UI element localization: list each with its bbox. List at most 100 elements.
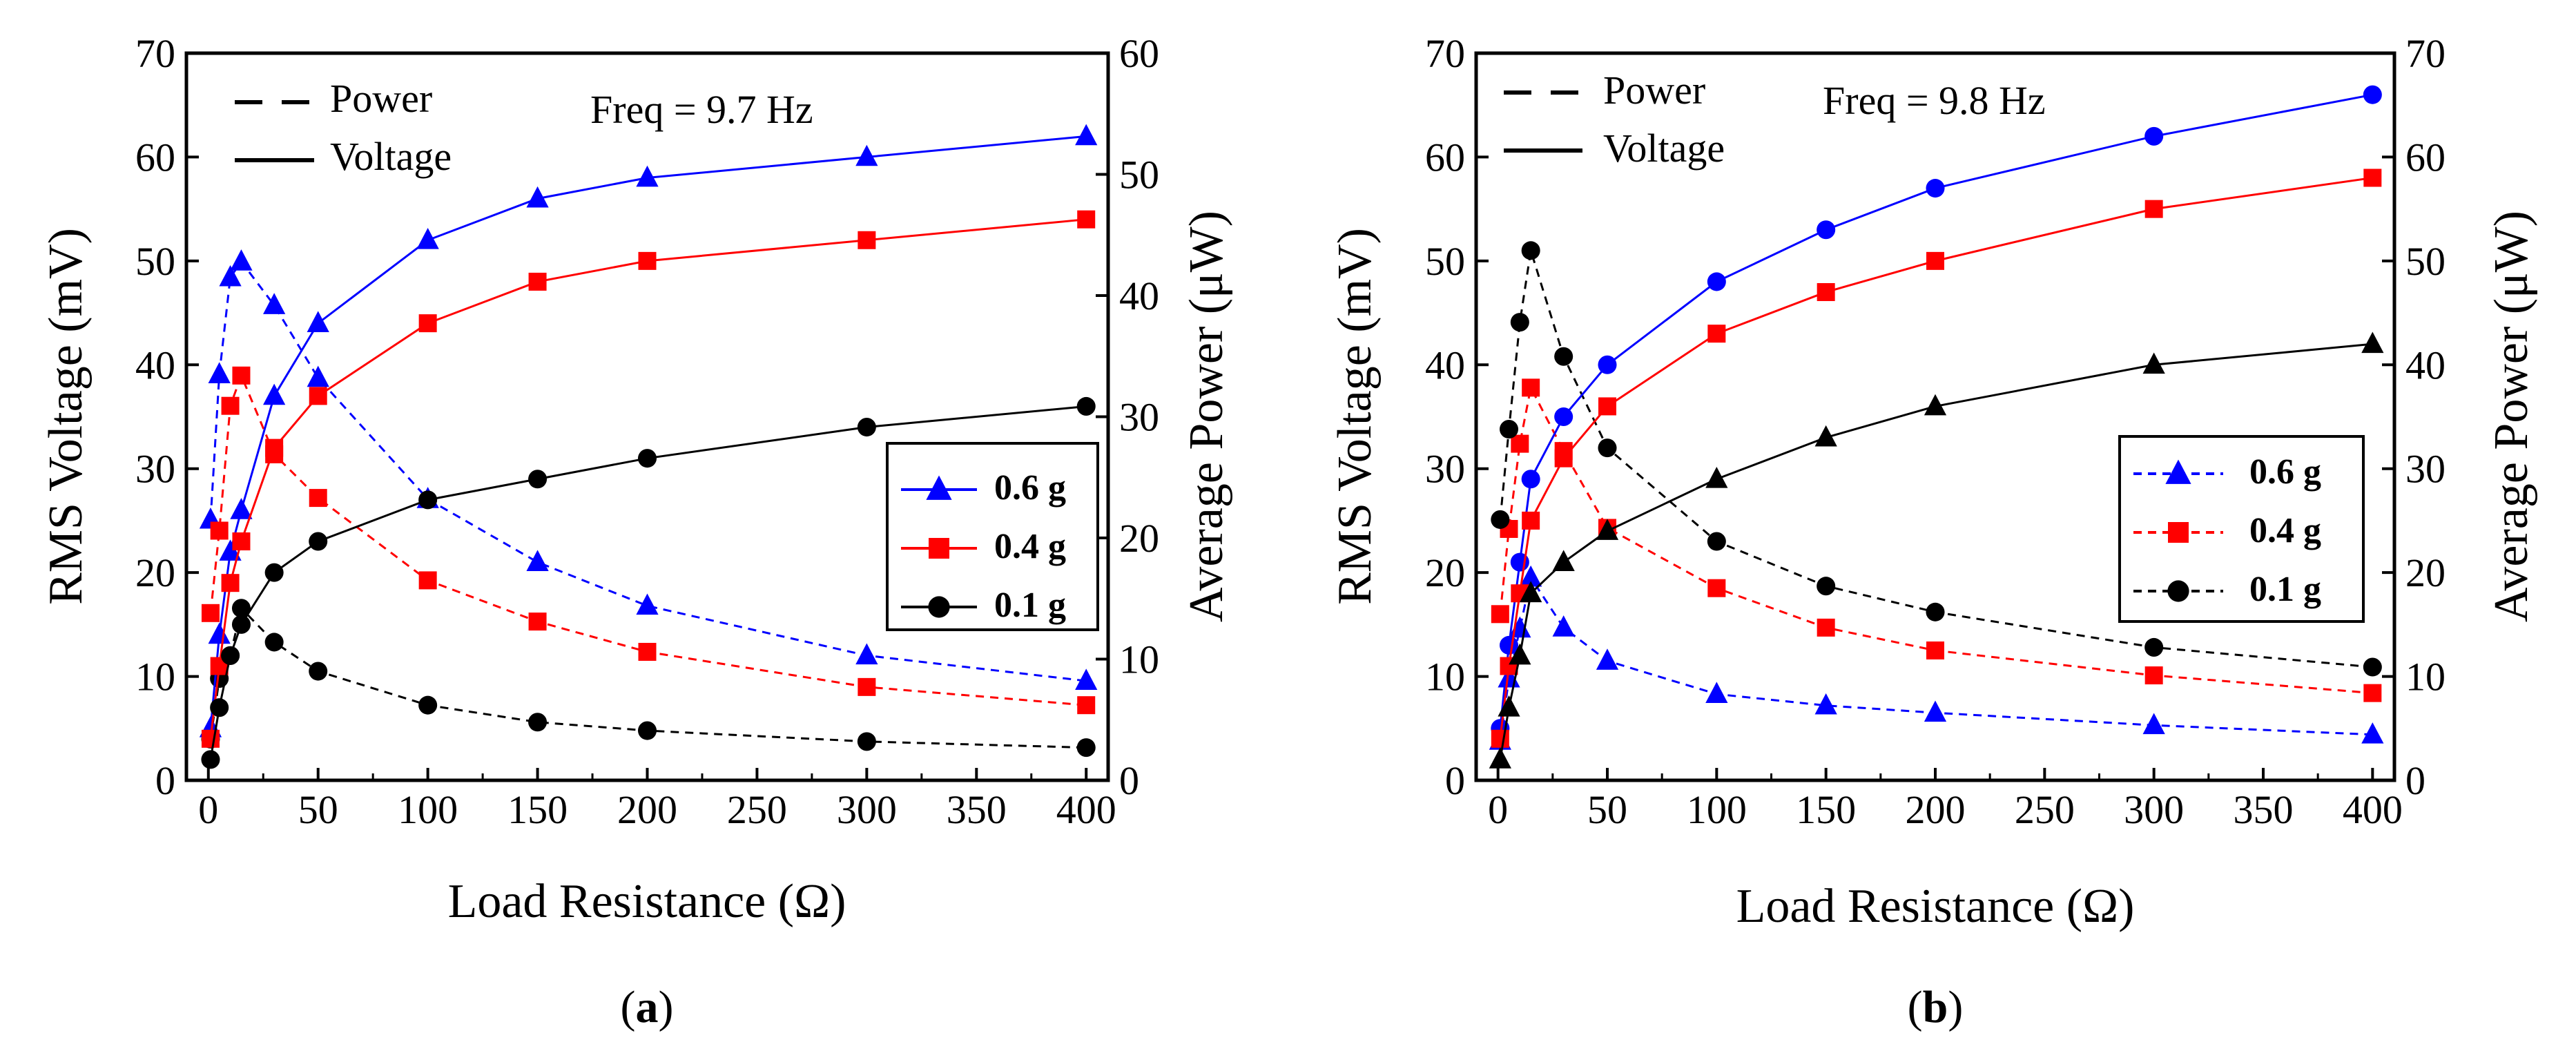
legend-power-label-a: Power xyxy=(330,76,432,121)
power-point-b-06-6 xyxy=(1705,682,1728,704)
voltage-point-a-04-2 xyxy=(221,574,240,592)
y-right-tick-label-b-40: 40 xyxy=(2405,343,2446,387)
panel-b: 0 50 100 150 200 250 300 350 4000102030405060700… xyxy=(1328,31,2538,1032)
series-a xyxy=(199,124,1098,769)
power-point-a-04-2 xyxy=(221,396,240,415)
voltage-point-a-04-5 xyxy=(309,387,327,405)
voltage-point-a-01-1 xyxy=(210,698,229,717)
y-right-tick-label-b-0: 0 xyxy=(2405,758,2425,803)
x-tick-label-b-400: 400 xyxy=(2343,787,2403,832)
voltage-point-b-01-0 xyxy=(1489,747,1511,769)
panel-letter-b: b xyxy=(1923,982,1948,1032)
legend-marker-a-01 xyxy=(928,596,950,618)
voltage-point-a-06-1 xyxy=(208,622,231,644)
voltage-point-a-04-9 xyxy=(858,231,876,249)
y-right-tick-label-b-30: 30 xyxy=(2405,447,2446,492)
voltage-point-a-01-8 xyxy=(637,449,657,468)
y-right-tick-label-a-0: 0 xyxy=(1119,758,1139,803)
power-point-b-01-9 xyxy=(2144,637,2164,657)
voltage-point-a-06-8 xyxy=(636,165,659,187)
voltage-point-a-04-8 xyxy=(638,251,657,270)
power-point-a-04-8 xyxy=(638,642,657,661)
y-right-tick-label-b-50: 50 xyxy=(2405,239,2446,284)
power-point-a-06-5 xyxy=(307,365,329,387)
legend-marker-b-01 xyxy=(2167,580,2189,602)
power-point-a-06-7 xyxy=(526,550,549,571)
axis-title-y-left-a: RMS Voltage (mV) xyxy=(39,228,93,605)
voltage-point-b-01-9 xyxy=(2142,352,2165,374)
voltage-point-a-01-0 xyxy=(201,750,220,769)
power-point-b-01-8 xyxy=(1926,602,1945,621)
x-tick-label-b-0: 0 xyxy=(1488,787,1508,832)
y-right-tick-label-a-60: 60 xyxy=(1119,31,1159,76)
voltage-point-b-04-3 xyxy=(1522,511,1540,530)
y-left-tick-label-b-20: 20 xyxy=(1425,550,1465,595)
panel-letter-a: a xyxy=(636,982,659,1032)
power-point-b-06-8 xyxy=(1924,700,1947,722)
tick-marks-a: 0 50 100 150 200 250 300 350 4000102030405060700… xyxy=(135,31,1159,832)
power-point-b-01-7 xyxy=(1817,577,1836,596)
legend-label-06-b: 0.6 g xyxy=(2249,452,2321,492)
y-left-tick-label-b-40: 40 xyxy=(1425,343,1465,387)
voltage-point-a-01-3 xyxy=(231,615,251,634)
voltage-point-a-06-3 xyxy=(230,498,253,519)
voltage-point-b-01-4 xyxy=(1552,550,1575,571)
power-point-b-01-3 xyxy=(1521,241,1540,260)
x-tick-label-b-50: 50 xyxy=(1587,787,1627,832)
x-tick-label-a-350: 350 xyxy=(947,787,1007,832)
power-point-b-04-10 xyxy=(2363,684,2382,702)
voltage-point-b-04-6 xyxy=(1707,325,1726,343)
tick-marks-b: 0 50 100 150 200 250 300 350 4000102030405060700… xyxy=(1425,31,2446,832)
y-left-tick-label-b-60: 60 xyxy=(1425,135,1465,180)
power-point-a-01-5 xyxy=(309,662,328,681)
power-point-a-04-9 xyxy=(858,677,876,696)
legend-label-01-b: 0.1 g xyxy=(2249,570,2321,609)
power-point-b-06-5 xyxy=(1596,648,1619,670)
power-point-b-04-7 xyxy=(1817,618,1835,637)
voltage-point-a-06-10 xyxy=(1075,124,1098,146)
panel-label-b: (b) xyxy=(1908,982,1964,1032)
voltage-point-a-04-6 xyxy=(418,314,437,333)
voltage-point-a-01-7 xyxy=(528,470,548,489)
voltage-point-b-04-7 xyxy=(1817,282,1835,301)
power-point-b-01-5 xyxy=(1598,438,1617,458)
x-tick-label-a-400: 400 xyxy=(1056,787,1116,832)
voltage-point-a-01-5 xyxy=(309,532,328,551)
power-point-b-01-1 xyxy=(1499,420,1519,439)
voltage-point-b-06-10 xyxy=(2363,85,2382,104)
voltage-point-b-01-10 xyxy=(2361,331,2384,354)
x-tick-label-a-150: 150 xyxy=(507,787,568,832)
panel-label-a: (a) xyxy=(621,982,674,1032)
voltage-point-a-06-5 xyxy=(307,311,329,332)
power-point-a-01-10 xyxy=(1076,738,1096,758)
power-point-b-06-7 xyxy=(1814,693,1837,715)
voltage-point-b-06-9 xyxy=(2144,126,2164,146)
power-point-b-01-4 xyxy=(1554,347,1573,366)
series-legend-b: 0.6 g 0.4 g 0.1 g xyxy=(2118,435,2365,623)
voltage-point-a-01-2 xyxy=(221,646,240,666)
voltage-point-b-01-3 xyxy=(1520,581,1542,603)
power-point-a-06-2 xyxy=(219,264,242,287)
voltage-point-b-04-10 xyxy=(2363,168,2382,187)
voltage-point-b-06-3 xyxy=(1521,470,1540,489)
voltage-point-a-01-10 xyxy=(1076,396,1096,416)
y-right-tick-label-b-60: 60 xyxy=(2405,135,2446,180)
legend-marker-a-04 xyxy=(929,538,949,559)
y-left-tick-label-b-10: 10 xyxy=(1425,655,1465,700)
series-legend-rows-a xyxy=(901,475,977,618)
legend-voltage-label-b: Voltage xyxy=(1603,126,1725,171)
voltage-point-a-04-10 xyxy=(1077,210,1096,229)
voltage-point-b-06-5 xyxy=(1598,355,1617,374)
power-point-a-01-8 xyxy=(637,721,657,740)
power-point-a-04-1 xyxy=(210,521,229,540)
power-point-a-06-8 xyxy=(636,593,659,615)
y-right-tick-label-a-50: 50 xyxy=(1119,153,1159,197)
x-tick-label-a-250: 250 xyxy=(727,787,787,832)
voltage-point-a-06-9 xyxy=(855,144,878,166)
power-point-b-04-3 xyxy=(1522,378,1540,397)
power-line-a-06 xyxy=(209,260,1087,682)
power-point-a-04-3 xyxy=(232,366,251,385)
voltage-point-b-04-5 xyxy=(1598,397,1616,416)
y-right-tick-label-a-20: 20 xyxy=(1119,516,1159,561)
